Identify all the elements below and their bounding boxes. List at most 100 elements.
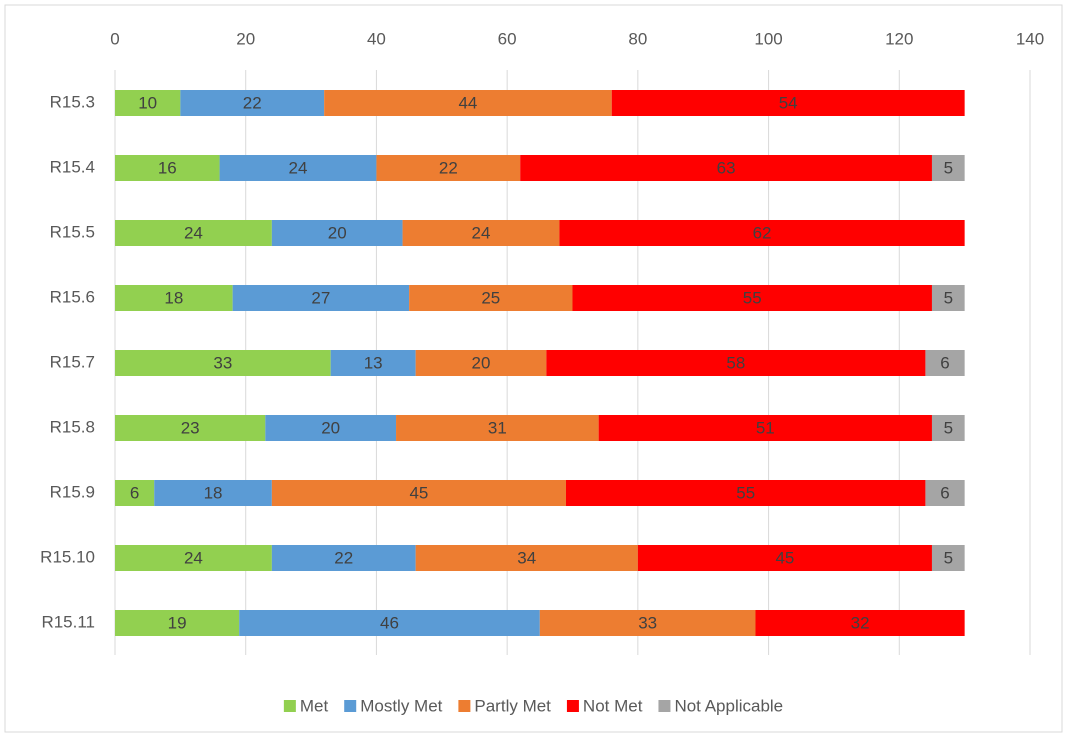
- bar-segment: [115, 220, 272, 246]
- bar-segment: [154, 480, 272, 506]
- data-label: 24: [184, 223, 203, 242]
- data-label: 20: [472, 353, 491, 372]
- y-tick-label: R15.6: [50, 287, 95, 306]
- x-tick-label: 60: [498, 29, 517, 48]
- legend-swatch: [344, 700, 357, 712]
- bar-segment: [219, 155, 377, 181]
- y-tick-label: R15.10: [40, 547, 95, 566]
- data-label: 45: [775, 548, 794, 567]
- data-label: 55: [736, 483, 755, 502]
- data-label: 13: [364, 353, 383, 372]
- bar-segment: [598, 415, 932, 441]
- bar-segment: [559, 220, 965, 246]
- data-label: 16: [158, 158, 177, 177]
- bar-segment: [115, 90, 181, 116]
- bar-segment: [265, 415, 397, 441]
- bar-segment: [925, 350, 965, 376]
- bar-segment: [115, 480, 155, 506]
- bar-segment: [520, 155, 932, 181]
- bar-segment: [611, 90, 965, 116]
- data-label: 27: [311, 288, 330, 307]
- data-label: 5: [944, 418, 953, 437]
- bar-segment: [637, 545, 932, 571]
- data-label: 55: [743, 288, 762, 307]
- data-label: 23: [181, 418, 200, 437]
- data-label: 51: [756, 418, 775, 437]
- bar-segment: [180, 90, 325, 116]
- data-label: 63: [717, 158, 736, 177]
- x-tick-label: 80: [628, 29, 647, 48]
- bar-segment: [396, 415, 599, 441]
- y-tick-label: R15.4: [50, 157, 95, 176]
- bar-segment: [115, 415, 266, 441]
- legend-label: Partly Met: [474, 696, 551, 715]
- bar-segment: [931, 155, 965, 181]
- bar-segment: [271, 545, 416, 571]
- data-label: 6: [940, 353, 949, 372]
- bar-segment: [115, 285, 233, 311]
- x-tick-label: 20: [236, 29, 255, 48]
- bar-segment: [115, 350, 331, 376]
- data-label: 24: [184, 548, 203, 567]
- legend-label: Met: [300, 696, 329, 715]
- bar-segment: [271, 480, 566, 506]
- data-label: 24: [289, 158, 308, 177]
- bar-segment: [931, 285, 965, 311]
- data-label: 34: [517, 548, 536, 567]
- legend-label: Mostly Met: [360, 696, 442, 715]
- bar-segment: [546, 350, 926, 376]
- x-tick-label: 100: [754, 29, 782, 48]
- bar-segment: [755, 610, 965, 636]
- data-label: 31: [488, 418, 507, 437]
- bar-segment: [324, 90, 612, 116]
- legend-swatch: [658, 700, 671, 712]
- bar-segment: [415, 350, 547, 376]
- data-label: 33: [638, 613, 657, 632]
- data-label: 46: [380, 613, 399, 632]
- data-label: 22: [334, 548, 353, 567]
- y-tick-label: R15.7: [50, 352, 95, 371]
- data-label: 44: [458, 93, 477, 112]
- bar-segment: [115, 610, 240, 636]
- data-label: 10: [138, 93, 157, 112]
- data-label: 62: [753, 223, 772, 242]
- data-label: 25: [481, 288, 500, 307]
- data-label: 18: [164, 288, 183, 307]
- y-tick-label: R15.11: [41, 612, 95, 631]
- data-label: 22: [439, 158, 458, 177]
- bar-segment: [572, 285, 932, 311]
- legend: Met Mostly Met Partly Met Not Met Not Applic…: [283, 696, 783, 715]
- data-label: 58: [726, 353, 745, 372]
- x-tick-label: 140: [1016, 29, 1044, 48]
- bar-segment: [330, 350, 416, 376]
- data-label: 6: [130, 483, 139, 502]
- bar-segment: [931, 415, 965, 441]
- data-label: 20: [321, 418, 340, 437]
- bar-segment: [931, 545, 965, 571]
- bar-segment: [409, 285, 573, 311]
- bar-segment: [239, 610, 540, 636]
- legend-swatch: [458, 700, 471, 712]
- data-label: 33: [213, 353, 232, 372]
- bar-segment: [565, 480, 926, 506]
- bar-segment: [402, 220, 560, 246]
- bar-segment: [415, 545, 638, 571]
- bar-segment: [925, 480, 965, 506]
- bar-segment: [271, 220, 403, 246]
- data-label: 6: [940, 483, 949, 502]
- y-tick-label: R15.9: [50, 482, 95, 501]
- data-label: 5: [944, 158, 953, 177]
- legend-label: Not Applicable: [674, 696, 783, 715]
- bar-segment: [115, 545, 272, 571]
- bar-segment: [539, 610, 756, 636]
- data-label: 5: [944, 548, 953, 567]
- data-label: 32: [851, 613, 870, 632]
- bar-segment: [376, 155, 521, 181]
- x-tick-label: 0: [110, 29, 119, 48]
- x-tick-label: 120: [885, 29, 913, 48]
- y-tick-label: R15.5: [50, 222, 95, 241]
- data-label: 5: [944, 288, 953, 307]
- bar-segment: [232, 285, 410, 311]
- bar-segment: [115, 155, 220, 181]
